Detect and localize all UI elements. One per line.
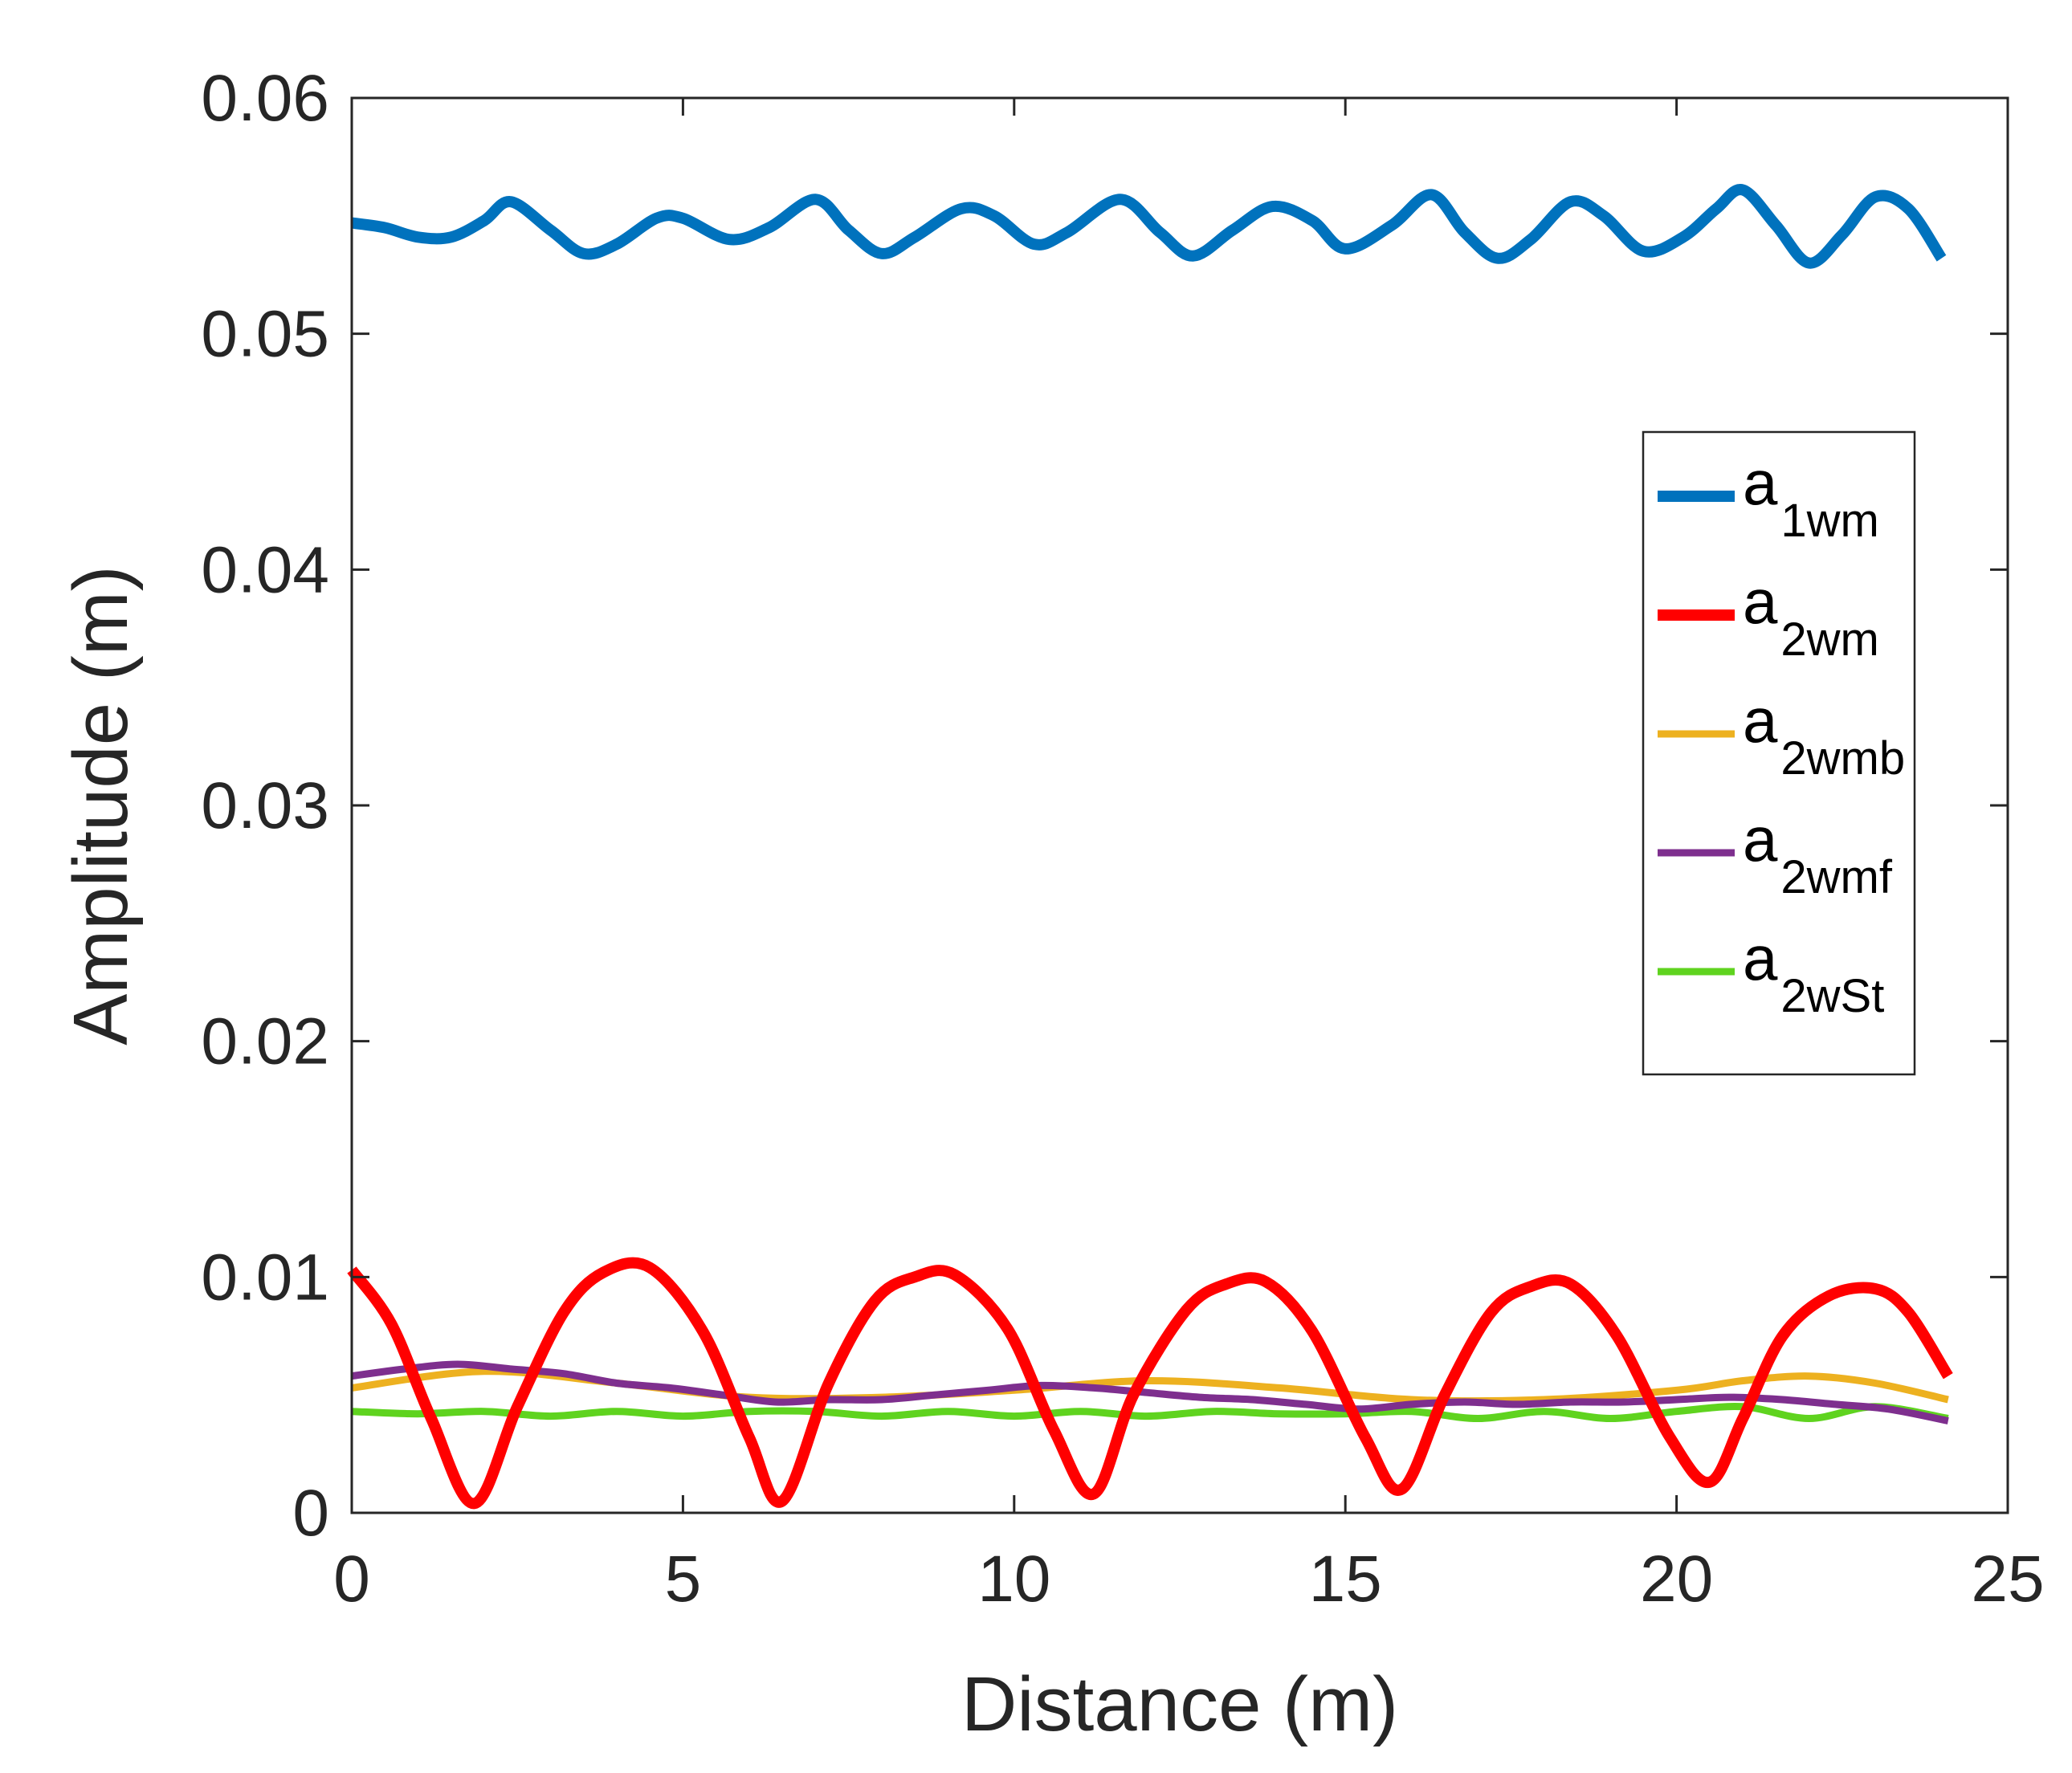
x-axis-title: Distance (m): [961, 1661, 1398, 1747]
y-tick-label: 0.02: [201, 1005, 329, 1078]
x-tick-label: 20: [1640, 1543, 1713, 1616]
y-tick-label: 0.06: [201, 62, 329, 135]
series-line-a1wm: [350, 184, 1947, 269]
legend-label-a1wm: a1wm: [1743, 447, 1879, 547]
x-tick-label: 25: [1971, 1543, 2044, 1616]
legend: a1wm a2wm a2wmb a2wmf a2wSt: [1642, 430, 1916, 1076]
y-tick-label: 0.01: [201, 1241, 329, 1314]
legend-label-a2wm: a2wm: [1743, 566, 1879, 666]
series-lines: [347, 184, 1953, 1510]
series-line-a2wm: [347, 1257, 1953, 1510]
y-tick-label: 0.05: [201, 298, 329, 371]
legend-items: a1wm a2wm a2wmb a2wmf a2wSt: [1658, 447, 1905, 1022]
x-tick-label: 15: [1309, 1543, 1382, 1616]
y-axis-title: Amplitude (m): [58, 565, 144, 1045]
legend-label-a2wSt: a2wSt: [1743, 923, 1884, 1022]
legend-box: [1642, 430, 1916, 1076]
x-tick-labels: 0 5 10 15 20 25: [333, 1543, 2044, 1616]
y-tick-labels: 0 0.01 0.02 0.03 0.04 0.05 0.06: [201, 62, 329, 1550]
series-line-a2wSt: [351, 1403, 1949, 1422]
series-line-a2wmf: [351, 1360, 1949, 1425]
x-tick-label: 10: [977, 1543, 1050, 1616]
legend-label-a2wmb: a2wmb: [1743, 685, 1905, 785]
axis-ticks: [350, 96, 2009, 1514]
legend-label-a2wmf: a2wmf: [1743, 804, 1893, 903]
y-tick-label: 0.03: [201, 769, 329, 842]
y-tick-label: 0.04: [201, 533, 329, 606]
y-tick-label: 0: [292, 1477, 329, 1550]
x-tick-label: 5: [665, 1543, 702, 1616]
x-tick-label: 0: [333, 1543, 370, 1616]
